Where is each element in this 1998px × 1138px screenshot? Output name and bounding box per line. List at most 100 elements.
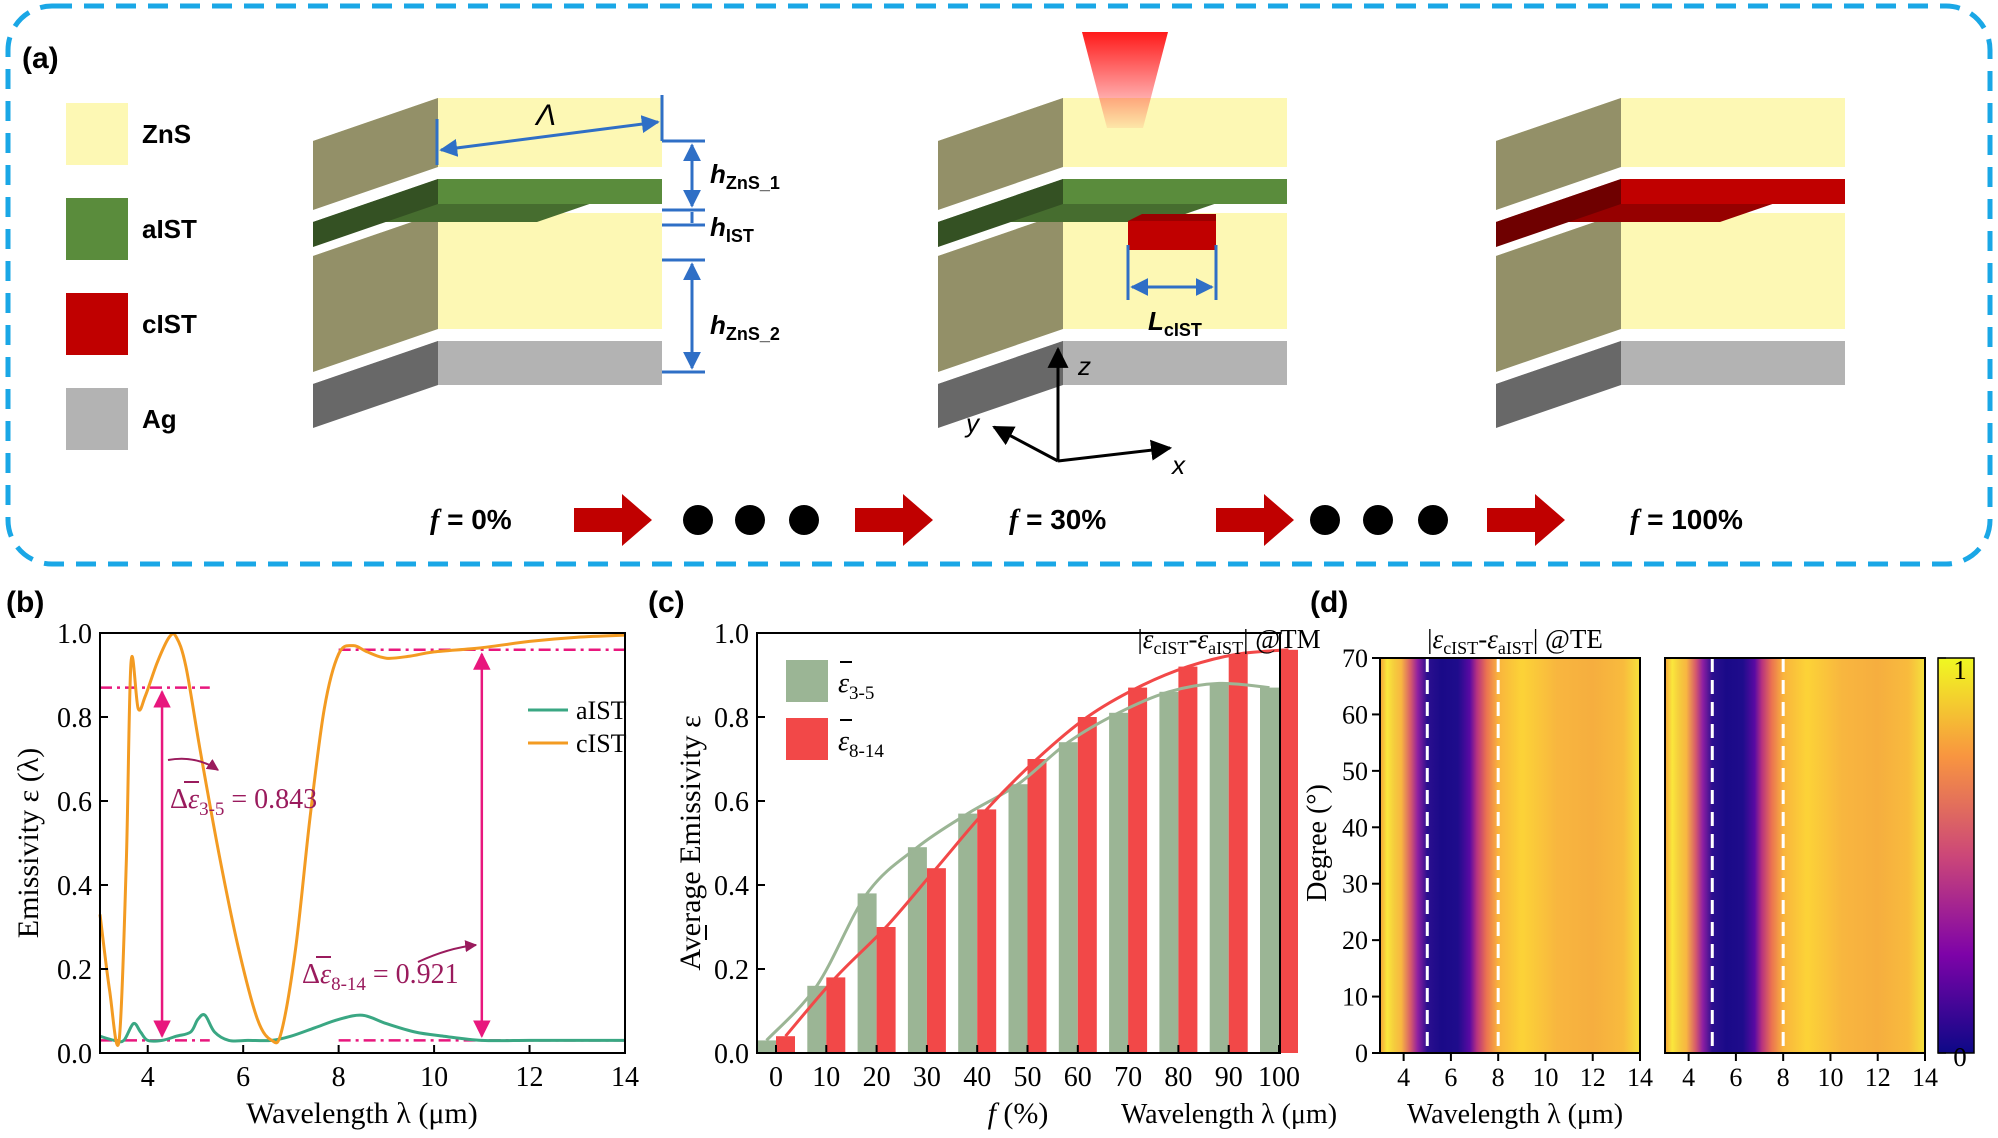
ag-layer-side bbox=[1496, 341, 1621, 428]
material-legend: ZnS aIST cIST Ag bbox=[66, 103, 197, 450]
heatmap-tm bbox=[1380, 658, 1640, 1053]
bar-8-14 bbox=[1077, 717, 1097, 1053]
stack-f100 bbox=[1496, 98, 1845, 428]
y-tick-label: 0.0 bbox=[57, 1039, 92, 1070]
x-axis bbox=[1057, 439, 1173, 463]
z-axis-label: z bbox=[1077, 351, 1091, 381]
x-tick-label: 10 bbox=[812, 1062, 840, 1093]
laser-beam bbox=[1082, 32, 1168, 128]
y-tick-label: 0.4 bbox=[57, 871, 92, 902]
x-tick-label: 40 bbox=[963, 1062, 991, 1093]
coordinate-axes: z x y bbox=[964, 346, 1186, 480]
cist-patch bbox=[1128, 221, 1216, 250]
heatmap-title-tm: |εcIST-εaIST| @TM bbox=[1137, 624, 1320, 658]
legend-swatch-ag bbox=[66, 388, 128, 450]
sequence-dot bbox=[1418, 505, 1448, 535]
x-axis-title: Wavelength λ (μm) bbox=[246, 1097, 477, 1130]
zns-top-layer-side bbox=[938, 98, 1063, 210]
ag-layer-front bbox=[438, 341, 662, 385]
stack-f30 bbox=[938, 98, 1287, 428]
x-tick-label: 10 bbox=[1532, 1063, 1558, 1092]
cist-patch-top bbox=[1128, 214, 1216, 221]
legend-label-cist: cIST bbox=[142, 309, 197, 339]
zns-bottom-layer-side bbox=[938, 213, 1063, 372]
y-tick-label: 40 bbox=[1342, 813, 1368, 842]
y-axis bbox=[992, 425, 1059, 463]
x-tick-label: 10 bbox=[1817, 1063, 1843, 1092]
x-tick-label: 4 bbox=[141, 1062, 155, 1093]
zns-bottom-layer-side bbox=[1496, 213, 1621, 372]
y-tick-label: 10 bbox=[1342, 983, 1368, 1012]
legend-label-cist: cIST bbox=[576, 729, 627, 758]
ist-layer-side bbox=[313, 179, 438, 247]
x-tick-label: 100 bbox=[1258, 1062, 1300, 1093]
period-label: Λ bbox=[534, 99, 556, 132]
ist-layer bbox=[313, 179, 662, 247]
x-tick-label: 6 bbox=[1729, 1063, 1742, 1092]
ist-layer-side bbox=[938, 179, 1063, 247]
y-axis-title: Average Emissivity ε bbox=[674, 715, 707, 970]
bar-3-5 bbox=[857, 893, 877, 1053]
bar-8-14 bbox=[876, 927, 896, 1053]
ist-layer bbox=[1496, 179, 1845, 247]
x-tick-label: 12 bbox=[1580, 1063, 1606, 1092]
x-tick-label: 14 bbox=[1627, 1063, 1653, 1092]
legend-label-zns: ZnS bbox=[142, 119, 191, 149]
x-tick-label: 6 bbox=[1444, 1063, 1457, 1092]
bar-8-14 bbox=[926, 868, 946, 1053]
bar-3-5 bbox=[1159, 691, 1179, 1053]
dimension-annotations: Λ hZnS_1 hIST hZnS_2 LcIST bbox=[435, 95, 1218, 374]
y-tick-label: 0.8 bbox=[714, 703, 749, 734]
ag-layer bbox=[938, 341, 1287, 428]
legend-swatch-aist bbox=[66, 198, 128, 260]
ag-layer bbox=[313, 341, 662, 428]
bar-3-5 bbox=[907, 847, 927, 1053]
h-zns2-label: hZnS_2 bbox=[710, 310, 780, 344]
zns-bottom-layer bbox=[313, 213, 662, 372]
bar-8-14 bbox=[826, 977, 846, 1053]
x-tick-label: 8 bbox=[1777, 1063, 1790, 1092]
annotation-arrow-2 bbox=[417, 940, 478, 963]
heatmap-frame-te bbox=[1664, 657, 1926, 1054]
state-label-f100: f = 100% bbox=[1630, 504, 1743, 536]
zns-bottom-layer-front bbox=[438, 213, 662, 329]
bar-8-14 bbox=[1279, 649, 1298, 1053]
x-tick-label: 8 bbox=[1492, 1063, 1505, 1092]
panel-a-schematic: (a) ZnS aIST cIST Ag Λ bbox=[5, 3, 1993, 567]
y-tick-label: 0.2 bbox=[714, 955, 749, 986]
bar-3-5 bbox=[1209, 683, 1229, 1053]
x-tick-label: 90 bbox=[1215, 1062, 1243, 1093]
x-tick-label: 20 bbox=[863, 1062, 891, 1093]
x-axis-label: x bbox=[1170, 450, 1186, 480]
ist-layer bbox=[938, 179, 1287, 247]
x-tick-label: 30 bbox=[913, 1062, 941, 1093]
panel-b-emissivity-chart: (b) 4 6 8 10 12 14 0.0 0.2 0.4 0.6 0.8 1.0 Waveleng… bbox=[6, 586, 639, 1130]
bar-3-5 bbox=[1260, 687, 1279, 1053]
series-line-cist bbox=[98, 632, 626, 1047]
y-tick-label: 0.8 bbox=[57, 703, 92, 734]
sequence-dot bbox=[683, 505, 713, 535]
x-tick-label: 14 bbox=[611, 1062, 639, 1093]
panel-c-label: (c) bbox=[648, 586, 685, 619]
sequence-arrow-4 bbox=[1487, 494, 1565, 546]
x-axis-title: f (%) bbox=[988, 1097, 1049, 1130]
lcist-label: LcIST bbox=[1148, 306, 1202, 340]
ist-layer-front bbox=[1621, 179, 1845, 204]
y-tick-label: 0 bbox=[1355, 1039, 1368, 1068]
sequence-arrow-2 bbox=[855, 494, 933, 546]
chart-legend: aIST cIST bbox=[528, 696, 627, 758]
state-sequence: f = 0% f = 30% f = 100% bbox=[430, 494, 1743, 546]
bar-8-14 bbox=[1128, 687, 1148, 1053]
sequence-dot bbox=[735, 505, 765, 535]
legend-label-8-14: ε8-14 bbox=[838, 726, 884, 762]
x-tick-label: 80 bbox=[1164, 1062, 1192, 1093]
bar-3-5 bbox=[1008, 784, 1028, 1053]
sequence-dot bbox=[1363, 505, 1393, 535]
legend-swatch-3-5 bbox=[786, 660, 828, 702]
x-tick-label: 10 bbox=[420, 1062, 448, 1093]
x-tick-label: 14 bbox=[1912, 1063, 1938, 1092]
heatmap-frame-tm bbox=[1379, 657, 1641, 1054]
legend-label-3-5: ε3-5 bbox=[838, 668, 874, 704]
